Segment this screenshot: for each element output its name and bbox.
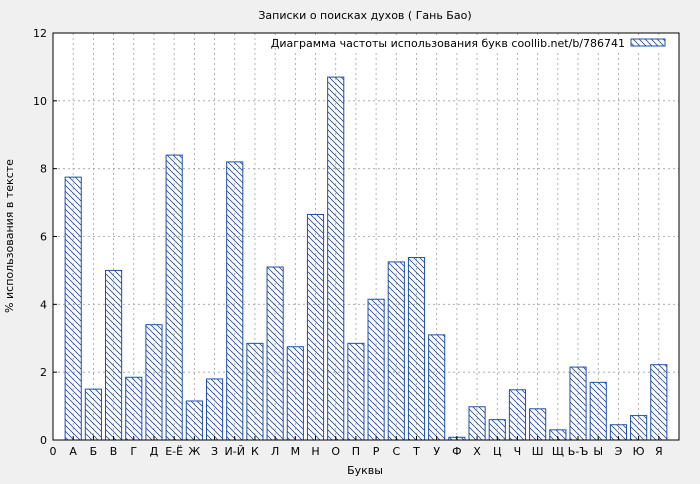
- chart-title: Записки о поисках духов ( Гань Бао): [258, 9, 471, 22]
- x-tick-label: К: [251, 445, 259, 458]
- legend: Диаграмма частоты использования букв coo…: [271, 35, 677, 51]
- x-tick-label: Ж: [188, 445, 200, 458]
- bar: [569, 366, 587, 441]
- x-tick-label: Д: [150, 445, 159, 458]
- y-tick-label: 0: [40, 434, 47, 447]
- y-tick-label: 12: [33, 27, 47, 40]
- bar: [84, 388, 102, 441]
- bar: [529, 408, 547, 441]
- x-tick-label: У: [433, 445, 440, 458]
- x-tick-label: Т: [412, 445, 420, 458]
- x-tick-label: Ь-Ъ: [568, 445, 589, 458]
- x-tick-label: Л: [271, 445, 279, 458]
- x-tick-label: Н: [311, 445, 319, 458]
- bar: [205, 378, 224, 441]
- x-tick-label: 0: [50, 445, 57, 458]
- bar: [246, 342, 264, 441]
- y-tick-label: 4: [40, 298, 47, 311]
- x-tick-label: П: [352, 445, 360, 458]
- x-tick-label: Ш: [532, 445, 544, 458]
- bar: [165, 154, 183, 441]
- bar: [468, 406, 486, 441]
- x-tick-label: Ф: [452, 445, 461, 458]
- bar: [266, 266, 284, 441]
- x-tick-label: В: [110, 445, 118, 458]
- x-tick-label: С: [392, 445, 400, 458]
- y-tick-label: 2: [40, 366, 47, 379]
- x-tick-label: Ч: [514, 445, 522, 458]
- bar: [589, 381, 607, 441]
- bar: [226, 161, 244, 441]
- bar: [185, 400, 203, 441]
- bar: [387, 261, 405, 441]
- bar: [306, 213, 325, 441]
- x-tick-label: Б: [90, 445, 98, 458]
- bar: [327, 76, 345, 441]
- x-tick-label: Ы: [593, 445, 603, 458]
- bar: [347, 342, 365, 441]
- legend-swatch: [630, 38, 666, 47]
- x-tick-label: М: [291, 445, 301, 458]
- x-tick-label: Е-Ё: [165, 445, 183, 458]
- x-tick-label: Р: [373, 445, 380, 458]
- y-tick-label: 10: [33, 95, 47, 108]
- x-tick-label: Щ: [552, 445, 564, 458]
- x-tick-label: Э: [615, 445, 623, 458]
- x-tick-label: Ц: [493, 445, 502, 458]
- bar: [508, 389, 527, 441]
- bar: [105, 269, 123, 441]
- bars: [64, 76, 668, 441]
- bar: [64, 176, 82, 441]
- legend-background: [283, 35, 677, 51]
- bar: [286, 346, 304, 441]
- x-tick-label: Х: [473, 445, 481, 458]
- y-tick-label: 8: [40, 163, 47, 176]
- bar: [428, 334, 446, 441]
- bar: [125, 376, 143, 441]
- bar: [367, 298, 385, 441]
- bar: [407, 257, 426, 441]
- x-tick-label: И-Й: [225, 445, 245, 458]
- y-tick-label: 6: [40, 231, 47, 244]
- x-tick-label: О: [331, 445, 340, 458]
- bar: [145, 324, 163, 441]
- x-tick-label: Я: [655, 445, 663, 458]
- x-tick-label: Ю: [633, 445, 645, 458]
- x-tick-label: А: [69, 445, 77, 458]
- x-axis-label: Буквы: [347, 464, 383, 477]
- y-axis-label: % использования в тексте: [3, 159, 16, 313]
- bar: [650, 364, 668, 441]
- x-tick-label: Г: [130, 445, 137, 458]
- x-tick-label: З: [211, 445, 218, 458]
- legend-label: Диаграмма частоты использования букв coo…: [271, 37, 625, 50]
